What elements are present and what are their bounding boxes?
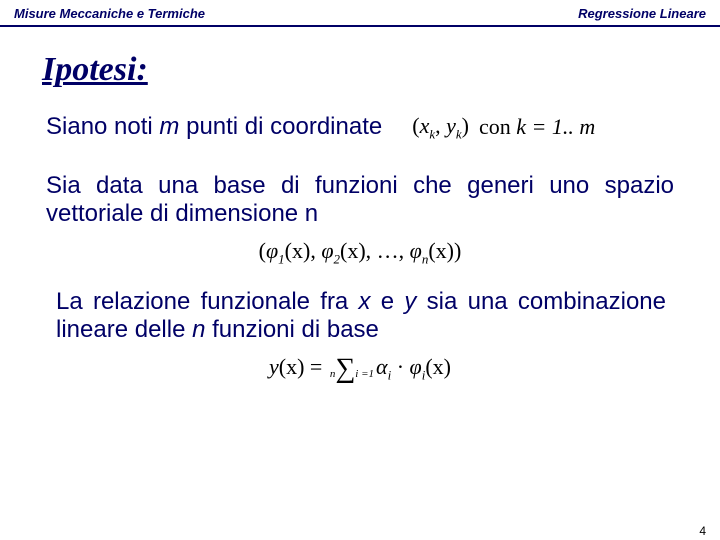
f1-lparen: (	[412, 113, 419, 138]
page-number: 4	[699, 524, 706, 538]
paragraph-2: Sia data una base di funzioni che generi…	[46, 172, 674, 229]
f2-dots: …,	[377, 238, 410, 263]
f3-y: y	[269, 354, 279, 379]
p3-t1: La relazione funzionale fra	[56, 288, 359, 315]
paragraph-1: Siano noti m punti di coordinate (xk, yk…	[46, 113, 674, 142]
f3-phi: φ	[410, 354, 422, 379]
f3-eq: =	[304, 354, 327, 379]
f3-lhsx: (x)	[279, 354, 305, 379]
p3-y: y	[404, 288, 416, 315]
f2-phi2: φ	[321, 238, 333, 263]
p3-t4: funzioni di base	[205, 316, 378, 343]
sum-icon: n∑i =1	[330, 356, 374, 383]
f1-comma: ,	[435, 113, 446, 138]
f2-sep1: ,	[310, 238, 321, 263]
f1-y: y	[446, 113, 456, 138]
p3-t2: e	[371, 288, 405, 315]
f3-x: (x)	[425, 354, 451, 379]
f3-sum-bot: i =1	[355, 368, 374, 380]
f2-phin: φ	[410, 238, 422, 263]
f2-lparen: (	[259, 238, 266, 263]
f1-con: con	[479, 114, 516, 139]
header-left: Misure Meccaniche e Termiche	[14, 6, 205, 21]
formula-1: (xk, yk) con k = 1.. m	[412, 113, 595, 142]
para1-m: m	[159, 113, 179, 141]
formula-2: (φ1(x), φ2(x), …, φn(x))	[259, 238, 462, 267]
f2-xn: (x)	[428, 238, 454, 263]
p3-n: n	[192, 316, 205, 343]
f2-x2: (x)	[340, 238, 366, 263]
f2-sep2: ,	[366, 238, 377, 263]
slide-title: Ipotesi:	[42, 51, 720, 89]
f2-x1: (x)	[285, 238, 311, 263]
f1-rparen: )	[462, 113, 469, 138]
slide-header: Misure Meccaniche e Termiche Regressione…	[0, 0, 720, 27]
f3-alpha: α	[376, 354, 388, 379]
f1-keq: k = 1..	[516, 114, 579, 139]
p3-x: x	[359, 288, 371, 315]
f2-rparen: )	[454, 238, 461, 263]
para1-suffix: punti di coordinate	[179, 113, 382, 141]
header-right: Regressione Lineare	[578, 6, 706, 21]
f3-dot: ·	[391, 354, 409, 379]
sigma-icon: ∑	[335, 353, 355, 384]
formula-3: y(x) = n∑i =1αi · φi(x)	[269, 354, 451, 383]
f2-phi1: φ	[266, 238, 278, 263]
f1-m: m	[579, 114, 595, 139]
f1-x: x	[420, 113, 430, 138]
formula-2-wrap: (φ1(x), φ2(x), …, φn(x))	[0, 238, 720, 267]
para1-prefix: Siano noti	[46, 113, 159, 141]
formula-3-wrap: y(x) = n∑i =1αi · φi(x)	[0, 354, 720, 383]
paragraph-3: La relazione funzionale fra x e y sia un…	[56, 288, 666, 345]
